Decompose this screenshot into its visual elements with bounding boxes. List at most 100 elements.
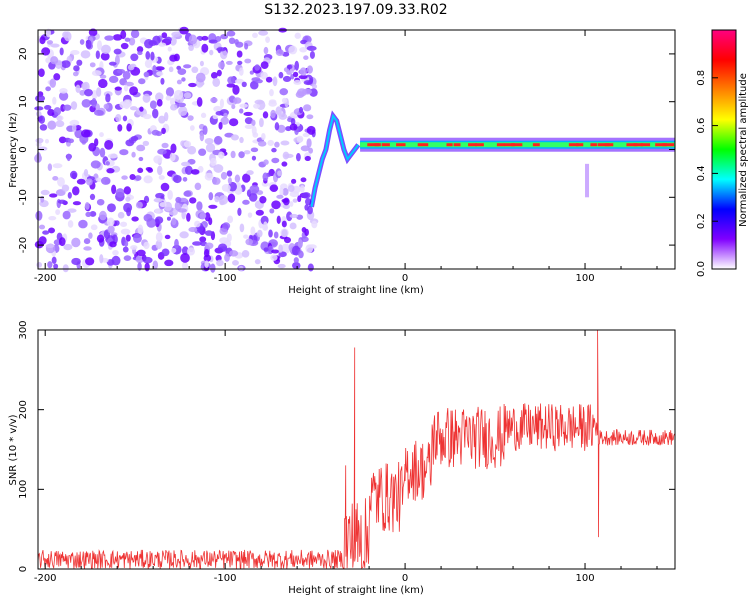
noise-speckle bbox=[268, 100, 277, 107]
noise-speckle bbox=[96, 87, 102, 97]
noise-speckle bbox=[282, 75, 292, 82]
spectrogram-y-ticks: -20 -10 0 10 20 bbox=[18, 48, 675, 253]
noise-speckle bbox=[89, 211, 97, 217]
noise-speckle bbox=[199, 212, 207, 220]
snr-y-tick-label: 0 bbox=[18, 566, 29, 572]
noise-speckle bbox=[283, 237, 292, 244]
noise-speckle bbox=[218, 61, 225, 69]
noise-speckle bbox=[120, 228, 131, 235]
noise-speckle bbox=[249, 80, 259, 90]
noise-speckle bbox=[187, 115, 194, 121]
noise-speckle bbox=[149, 100, 157, 110]
noise-speckle bbox=[291, 178, 297, 184]
noise-speckle bbox=[220, 116, 229, 125]
noise-speckle bbox=[167, 189, 173, 200]
noise-speckle bbox=[169, 97, 175, 106]
ridge-peak bbox=[367, 143, 380, 147]
noise-speckle bbox=[47, 120, 57, 130]
noise-speckle bbox=[48, 227, 56, 234]
noise-speckle bbox=[218, 121, 223, 130]
noise-speckle bbox=[161, 127, 166, 135]
noise-speckle bbox=[306, 125, 316, 135]
noise-speckle bbox=[130, 245, 138, 250]
noise-speckle bbox=[155, 66, 165, 71]
noise-speckle bbox=[251, 119, 256, 127]
noise-speckle bbox=[301, 192, 311, 199]
noise-speckle bbox=[243, 234, 249, 239]
noise-speckle bbox=[276, 194, 284, 199]
snr-x-tick-label: -200 bbox=[34, 573, 57, 584]
noise-speckle bbox=[309, 50, 315, 59]
spectrogram-x-label: Height of straight line (km) bbox=[288, 285, 424, 296]
noise-speckle bbox=[289, 123, 298, 131]
noise-speckle bbox=[277, 263, 286, 269]
ridge-peak bbox=[626, 143, 638, 147]
noise-speckle bbox=[114, 55, 120, 66]
noise-speckle bbox=[152, 108, 159, 119]
snr-x-tick-label: 0 bbox=[402, 573, 408, 584]
noise-speckle bbox=[179, 231, 189, 239]
noise-speckle bbox=[180, 252, 190, 263]
noise-speckle bbox=[214, 195, 220, 203]
noise-speckle bbox=[286, 211, 293, 222]
noise-speckle bbox=[67, 138, 74, 144]
noise-speckle bbox=[204, 137, 214, 145]
noise-speckle bbox=[210, 72, 218, 79]
noise-speckle bbox=[70, 101, 78, 110]
noise-speckle bbox=[203, 254, 212, 262]
noise-speckle bbox=[170, 247, 177, 254]
noise-speckle bbox=[142, 256, 153, 264]
noise-speckle bbox=[265, 36, 270, 43]
noise-speckle bbox=[199, 236, 207, 243]
noise-speckle bbox=[97, 78, 108, 89]
noise-speckle bbox=[175, 196, 182, 203]
noise-speckle bbox=[133, 233, 142, 243]
noise-speckle bbox=[250, 226, 256, 236]
noise-speckle bbox=[241, 81, 247, 88]
noise-speckle bbox=[100, 44, 111, 54]
noise-speckle bbox=[179, 26, 189, 35]
noise-speckle bbox=[232, 84, 240, 95]
noise-speckle bbox=[104, 35, 115, 41]
noise-speckle bbox=[99, 74, 107, 79]
noise-speckle bbox=[275, 106, 282, 115]
noise-speckle bbox=[120, 42, 129, 50]
noise-speckle bbox=[194, 182, 202, 191]
noise-speckle bbox=[79, 89, 86, 96]
noise-speckle bbox=[252, 32, 258, 39]
noise-speckle bbox=[115, 113, 122, 122]
noise-speckle bbox=[192, 241, 202, 246]
noise-speckle bbox=[52, 176, 59, 181]
noise-speckle bbox=[71, 237, 81, 248]
noise-speckle bbox=[165, 87, 175, 97]
noise-speckle bbox=[183, 140, 192, 148]
noise-speckle bbox=[208, 217, 213, 226]
noise-speckle bbox=[300, 177, 307, 183]
ridge-peak bbox=[662, 143, 675, 147]
noise-speckle bbox=[289, 201, 294, 207]
noise-speckle bbox=[143, 71, 150, 78]
noise-speckle bbox=[169, 152, 176, 162]
noise-speckle bbox=[164, 36, 172, 43]
noise-speckle bbox=[153, 155, 163, 164]
spectrogram-y-tick-label: -20 bbox=[18, 237, 29, 253]
noise-speckle bbox=[245, 238, 253, 246]
noise-speckle bbox=[188, 44, 194, 51]
noise-speckle bbox=[114, 86, 122, 91]
noise-speckle bbox=[164, 234, 171, 240]
noise-speckle bbox=[63, 104, 72, 111]
noise-speckle bbox=[49, 193, 58, 198]
noise-speckle bbox=[156, 98, 163, 107]
noise-speckle bbox=[72, 186, 80, 196]
noise-speckle bbox=[292, 71, 299, 78]
noise-speckle bbox=[155, 92, 164, 102]
noise-speckle bbox=[271, 200, 281, 210]
spectrogram-y-tick-label: -10 bbox=[18, 189, 29, 205]
noise-speckle bbox=[269, 184, 279, 192]
ridge-peak bbox=[590, 143, 597, 147]
noise-speckle bbox=[275, 49, 284, 56]
ridge-transition-core bbox=[310, 113, 360, 208]
noise-speckle bbox=[105, 93, 111, 103]
noise-speckle bbox=[161, 248, 170, 257]
noise-speckle bbox=[112, 249, 119, 256]
